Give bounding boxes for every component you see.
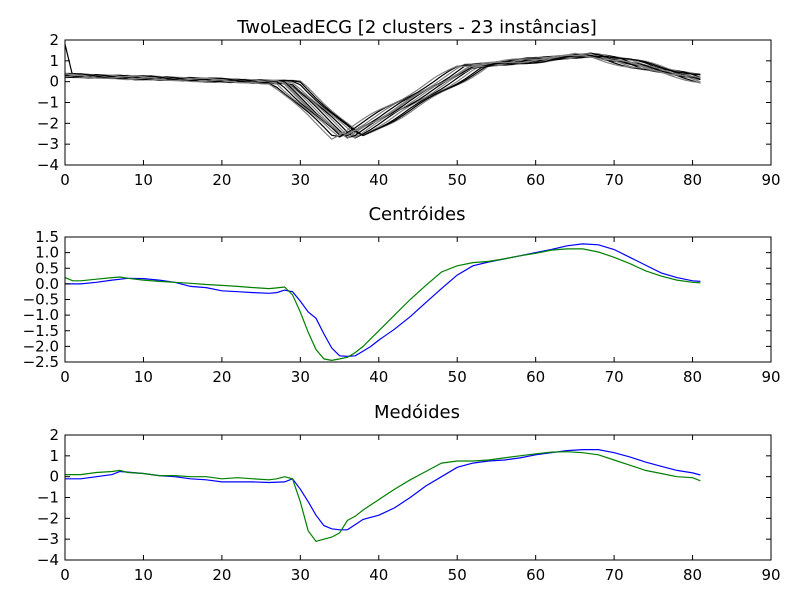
x-tick-label: 80 bbox=[683, 566, 702, 584]
x-tick-label: 10 bbox=[134, 368, 153, 386]
x-tick-label: 40 bbox=[369, 368, 388, 386]
series-line-1 bbox=[65, 55, 701, 136]
y-tick-label: 0 bbox=[49, 73, 59, 91]
chart-title: TwoLeadECG [2 clusters - 23 instâncias] bbox=[236, 17, 597, 38]
y-tick-label: −2 bbox=[37, 114, 59, 132]
y-tick-label: 0.5 bbox=[35, 259, 59, 277]
x-tick-label: 80 bbox=[683, 368, 702, 386]
y-tick-label: −4 bbox=[37, 156, 59, 174]
x-tick-label: 90 bbox=[761, 368, 780, 386]
y-tick-label: 1 bbox=[49, 52, 59, 70]
series-line-14 bbox=[64, 54, 701, 136]
y-tick-label: −2.5 bbox=[23, 353, 59, 371]
chart-panel-clusters: TwoLeadECG [2 clusters - 23 instâncias] … bbox=[37, 17, 781, 189]
x-tick-label: 30 bbox=[291, 171, 310, 189]
y-tick-label: −4 bbox=[37, 551, 59, 569]
x-tick-label: 90 bbox=[761, 566, 780, 584]
series-line-0 bbox=[64, 54, 701, 137]
x-tick-label: 60 bbox=[526, 566, 545, 584]
x-tick-label: 80 bbox=[683, 171, 702, 189]
x-tick-label: 20 bbox=[212, 171, 231, 189]
x-tick-label: 0 bbox=[60, 171, 70, 189]
series-line-0 bbox=[65, 243, 701, 358]
series-line-8 bbox=[64, 54, 701, 135]
y-tick-label: −1 bbox=[37, 489, 59, 507]
x-tick-label: 10 bbox=[134, 171, 153, 189]
y-tick-label: −2.0 bbox=[23, 337, 59, 355]
x-tick-label: 10 bbox=[134, 566, 153, 584]
series-line-7 bbox=[64, 53, 701, 137]
x-tick-label: 20 bbox=[212, 368, 231, 386]
x-tick-label: 40 bbox=[369, 566, 388, 584]
series-line-0 bbox=[65, 449, 701, 531]
x-tick-label: 60 bbox=[526, 368, 545, 386]
y-tick-label: −1 bbox=[37, 94, 59, 112]
series-line-1 bbox=[65, 451, 701, 542]
x-tick-label: 50 bbox=[448, 566, 467, 584]
x-tick-label: 50 bbox=[448, 171, 467, 189]
x-tick-label: 70 bbox=[605, 171, 624, 189]
y-tick-label: 2 bbox=[49, 31, 59, 49]
plot-frame bbox=[64, 236, 772, 363]
x-tick-label: 0 bbox=[60, 368, 70, 386]
x-tick-label: 30 bbox=[291, 368, 310, 386]
x-tick-label: 30 bbox=[291, 566, 310, 584]
x-tick-label: 50 bbox=[448, 368, 467, 386]
y-tick-label: −2 bbox=[37, 509, 59, 527]
y-tick-label: 0.0 bbox=[35, 275, 59, 293]
x-tick-label: 70 bbox=[605, 368, 624, 386]
plot-frame bbox=[64, 434, 772, 561]
chart-title: Centróides bbox=[368, 204, 465, 225]
series-line-1 bbox=[64, 248, 701, 362]
x-tick-label: 70 bbox=[605, 566, 624, 584]
y-tick-label: −0.5 bbox=[23, 291, 59, 309]
x-tick-label: 40 bbox=[369, 171, 388, 189]
x-tick-label: 90 bbox=[761, 171, 780, 189]
y-tick-label: −1.5 bbox=[23, 322, 59, 340]
x-tick-label: 20 bbox=[212, 566, 231, 584]
chart-title: Medóides bbox=[374, 402, 460, 423]
y-tick-label: 1.0 bbox=[35, 244, 59, 262]
y-tick-label: 2 bbox=[49, 426, 59, 444]
y-tick-label: 1 bbox=[49, 447, 59, 465]
series-line-9 bbox=[64, 55, 701, 136]
chart-panel-centroides: Centróides 0 10 20 30 40 50 60 70 80 90 1.51.00.50… bbox=[23, 204, 781, 386]
x-tick-label: 60 bbox=[526, 171, 545, 189]
y-tick-label: 1.5 bbox=[35, 228, 59, 246]
y-tick-label: 0 bbox=[49, 468, 59, 486]
y-tick-label: −1.0 bbox=[23, 306, 59, 324]
x-tick-label: 0 bbox=[60, 566, 70, 584]
y-tick-label: −3 bbox=[37, 530, 59, 548]
series-line-13 bbox=[64, 55, 701, 137]
y-tick-label: −3 bbox=[37, 135, 59, 153]
series-line-2 bbox=[64, 55, 701, 137]
